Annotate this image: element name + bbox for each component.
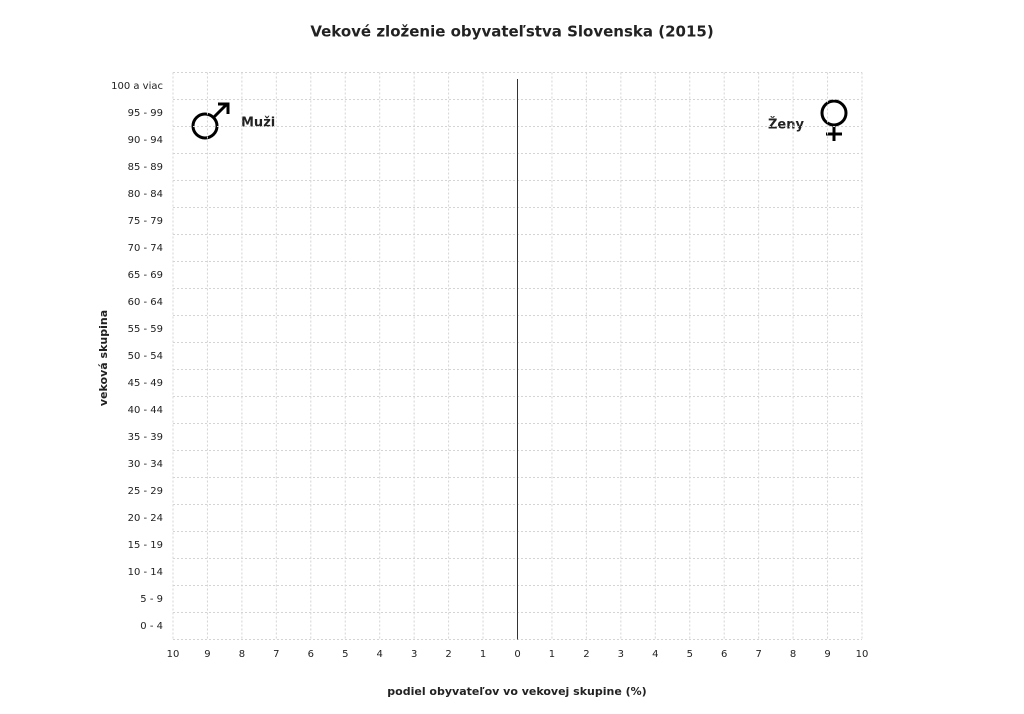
y-tick-label: 25 - 29 xyxy=(128,486,163,497)
y-tick-label: 90 - 94 xyxy=(128,135,163,146)
y-tick-label: 10 - 14 xyxy=(128,567,163,578)
x-tick-label: 8 xyxy=(239,649,245,660)
x-tick-label: 4 xyxy=(652,649,658,660)
annotation: Ženy xyxy=(768,117,804,133)
y-tick-label: 20 - 24 xyxy=(128,513,163,524)
x-axis-label: podiel obyvateľov vo vekovej skupine (%) xyxy=(387,685,646,698)
x-tick-label: 1 xyxy=(480,649,486,660)
y-tick-label: 45 - 49 xyxy=(128,378,163,389)
y-axis-label: veková skupina xyxy=(97,310,110,406)
y-tick-label: 70 - 74 xyxy=(128,243,163,254)
x-tick-label: 5 xyxy=(687,649,693,660)
male-symbol xyxy=(191,102,230,140)
y-tick-label: 30 - 34 xyxy=(128,459,163,470)
x-tick-label: 2 xyxy=(583,649,589,660)
x-tick-label: 6 xyxy=(721,649,727,660)
female-symbol xyxy=(820,99,848,141)
y-tick-label: 85 - 89 xyxy=(128,162,163,173)
x-tick-label: 6 xyxy=(308,649,314,660)
y-tick-label: 100 a viac xyxy=(111,81,163,92)
x-tick-label: 10 xyxy=(167,649,180,660)
x-tick-label: 7 xyxy=(755,649,761,660)
y-tick-label: 40 - 44 xyxy=(128,405,163,416)
chart-title: Vekové zloženie obyvateľstva Slovenska (… xyxy=(310,23,713,41)
y-tick-label: 35 - 39 xyxy=(128,432,163,443)
x-tick-label: 8 xyxy=(790,649,796,660)
x-tick-label: 9 xyxy=(204,649,210,660)
y-tick-label: 5 - 9 xyxy=(140,594,163,605)
x-tick-label: 3 xyxy=(411,649,417,660)
x-tick-label: 3 xyxy=(618,649,624,660)
x-tick-label: 2 xyxy=(445,649,451,660)
annotation: Muži xyxy=(241,116,275,131)
y-tick-label: 15 - 19 xyxy=(128,540,163,551)
y-tick-label: 50 - 54 xyxy=(128,351,163,362)
x-tick-label: 4 xyxy=(377,649,383,660)
y-tick-label: 75 - 79 xyxy=(128,216,163,227)
y-tick-label: 0 - 4 xyxy=(140,621,163,632)
x-tick-label: 9 xyxy=(824,649,830,660)
y-tick-label: 55 - 59 xyxy=(128,324,163,335)
y-tick-label: 80 - 84 xyxy=(128,189,163,200)
y-tick-label: 60 - 64 xyxy=(128,297,163,308)
y-tick-label: 65 - 69 xyxy=(128,270,163,281)
x-tick-label: 5 xyxy=(342,649,348,660)
x-tick-label: 0 xyxy=(514,649,520,660)
x-tick-label: 1 xyxy=(549,649,555,660)
y-tick-label: 95 - 99 xyxy=(128,108,163,119)
x-tick-label: 7 xyxy=(273,649,279,660)
x-tick-label: 10 xyxy=(856,649,869,660)
